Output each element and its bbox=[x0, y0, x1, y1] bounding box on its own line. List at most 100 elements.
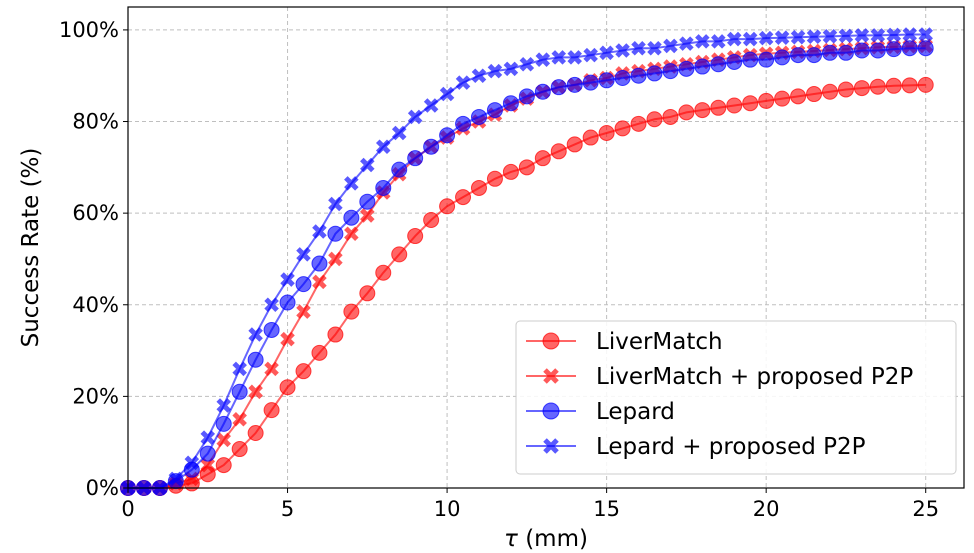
legend-label: LiverMatch + proposed P2P bbox=[596, 364, 913, 390]
legend-swatch-marker bbox=[542, 402, 560, 420]
data-point bbox=[550, 143, 567, 160]
data-point bbox=[790, 47, 807, 64]
data-point bbox=[742, 95, 759, 112]
data-point bbox=[742, 51, 759, 68]
data-point bbox=[550, 79, 567, 96]
data-point bbox=[885, 41, 902, 58]
data-point bbox=[774, 30, 790, 45]
data-point bbox=[534, 83, 551, 100]
data-point bbox=[327, 225, 344, 242]
data-point bbox=[583, 47, 598, 63]
series-0 bbox=[120, 76, 934, 496]
data-point bbox=[487, 63, 503, 79]
data-point bbox=[710, 56, 727, 73]
data-point bbox=[582, 74, 599, 91]
data-point bbox=[295, 363, 312, 380]
data-point bbox=[694, 102, 711, 119]
data-point bbox=[502, 163, 519, 180]
data-point bbox=[726, 97, 743, 114]
data-point bbox=[248, 384, 263, 400]
data-point bbox=[264, 361, 279, 377]
data-point bbox=[806, 86, 823, 103]
data-point bbox=[343, 209, 360, 226]
y-tick-label: 100% bbox=[59, 18, 119, 42]
data-point bbox=[822, 29, 838, 44]
x-tick-label: 5 bbox=[281, 497, 294, 521]
x-tick-label: 25 bbox=[912, 497, 939, 521]
x-axis-label-unit: (mm) bbox=[525, 526, 588, 552]
y-tick-label: 20% bbox=[72, 384, 119, 408]
data-point bbox=[711, 34, 726, 49]
data-point bbox=[502, 95, 519, 112]
data-point bbox=[821, 83, 838, 100]
x-tick-label: 15 bbox=[593, 497, 620, 521]
data-point bbox=[423, 138, 440, 155]
data-point bbox=[343, 303, 360, 320]
data-point bbox=[726, 53, 743, 70]
legend-swatch-marker bbox=[542, 332, 560, 350]
data-point bbox=[312, 274, 327, 290]
data-point bbox=[312, 224, 327, 239]
legend-label: Lepard bbox=[596, 399, 675, 425]
data-point bbox=[790, 29, 806, 45]
data-point bbox=[869, 78, 886, 95]
data-point bbox=[486, 170, 503, 187]
x-axis-label: τ (mm) bbox=[504, 526, 588, 552]
data-point bbox=[518, 88, 535, 105]
data-point bbox=[247, 351, 264, 368]
data-point bbox=[168, 471, 184, 487]
y-axis-label: Success Rate (%) bbox=[18, 148, 44, 348]
series-3 bbox=[120, 27, 933, 496]
data-point bbox=[455, 115, 472, 132]
data-point bbox=[184, 455, 200, 471]
data-point bbox=[344, 176, 359, 191]
data-point bbox=[806, 29, 822, 45]
series-layer bbox=[120, 27, 934, 496]
data-point bbox=[247, 425, 264, 442]
legend-item: LiverMatch bbox=[526, 329, 723, 355]
data-point bbox=[646, 111, 663, 128]
data-point bbox=[518, 159, 535, 176]
data-point bbox=[391, 246, 408, 263]
data-point bbox=[470, 179, 487, 196]
data-point bbox=[200, 430, 216, 445]
data-point bbox=[551, 50, 567, 65]
data-point bbox=[917, 40, 934, 57]
data-point bbox=[295, 276, 312, 293]
y-tick-label: 40% bbox=[72, 293, 119, 317]
data-point bbox=[869, 42, 886, 59]
data-point bbox=[918, 27, 933, 42]
data-point bbox=[391, 161, 408, 178]
data-point bbox=[470, 108, 487, 125]
data-point bbox=[471, 68, 487, 83]
legend-swatch-marker bbox=[543, 368, 559, 384]
legend-box bbox=[515, 320, 957, 475]
data-point bbox=[423, 98, 439, 113]
data-point bbox=[311, 255, 328, 272]
data-point bbox=[774, 49, 791, 66]
data-point bbox=[199, 445, 216, 462]
y-tick-label: 0% bbox=[86, 476, 119, 500]
series-2 bbox=[120, 40, 934, 496]
data-point bbox=[662, 63, 679, 80]
x-axis-ticks: 0 5 10 15 20 25 bbox=[121, 488, 939, 521]
data-point bbox=[678, 104, 695, 121]
data-point bbox=[870, 28, 886, 43]
data-point bbox=[263, 402, 280, 419]
data-point bbox=[359, 285, 376, 302]
data-point bbox=[790, 88, 807, 105]
data-point bbox=[328, 251, 343, 267]
data-point bbox=[216, 432, 231, 448]
data-point bbox=[806, 47, 823, 64]
data-point bbox=[263, 321, 280, 338]
data-point bbox=[439, 127, 456, 144]
data-point bbox=[901, 40, 918, 57]
data-point bbox=[614, 70, 631, 87]
legend-item: Lepard + proposed P2P bbox=[526, 434, 866, 460]
data-point bbox=[630, 67, 647, 84]
x-tick-label: 20 bbox=[753, 497, 780, 521]
data-point bbox=[439, 86, 455, 102]
data-point bbox=[311, 344, 328, 361]
data-point bbox=[567, 50, 582, 65]
data-point bbox=[598, 124, 615, 141]
